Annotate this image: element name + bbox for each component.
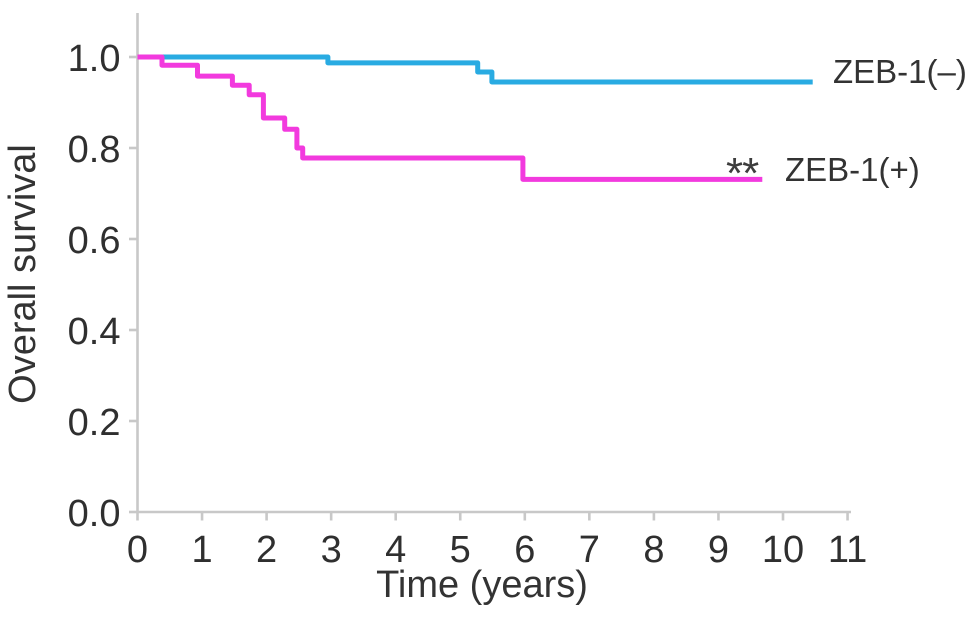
x-tick-label: 2: [256, 529, 277, 571]
x-tick-label: 4: [385, 529, 406, 571]
x-tick-label: 9: [708, 529, 729, 571]
series-label-zeb1-positive: ZEB-1(+): [785, 151, 920, 188]
x-tick-label: 10: [762, 529, 804, 571]
y-axis-title: Overall survival: [2, 144, 44, 404]
x-tick-label: 3: [321, 529, 342, 571]
x-tick-label: 1: [191, 529, 212, 571]
survival-curves: [137, 54, 813, 182]
x-tick-label: 7: [579, 529, 600, 571]
y-tick-label: 0.2: [68, 402, 121, 444]
y-tick-label: 0.0: [68, 493, 121, 535]
survival-curve-zeb1-negative: [137, 54, 813, 85]
significance-marker: **: [726, 149, 759, 198]
y-tick-label: 0.4: [68, 311, 121, 353]
series-label-zeb1-negative: ZEB-1(–): [833, 53, 967, 90]
y-tick-label: 1.0: [68, 38, 121, 80]
x-tick-label: 6: [514, 529, 535, 571]
survival-curve-zeb1-positive: [137, 54, 763, 182]
x-tick-label: 0: [127, 529, 148, 571]
x-tick-label: 8: [643, 529, 664, 571]
axes: [136, 13, 851, 514]
x-tick-label: 11: [828, 529, 867, 571]
x-tick-label: 5: [450, 529, 471, 571]
y-tick-label: 0.8: [68, 129, 121, 171]
tick-marks-and-labels: 0.0 0.2 0.4 0.6 0.8 1.0 0 1 2 3 4 5 6 7 8 9 10 11: [68, 38, 868, 571]
x-axis-title: Time (years): [376, 564, 588, 606]
y-tick-label: 0.6: [68, 220, 121, 262]
